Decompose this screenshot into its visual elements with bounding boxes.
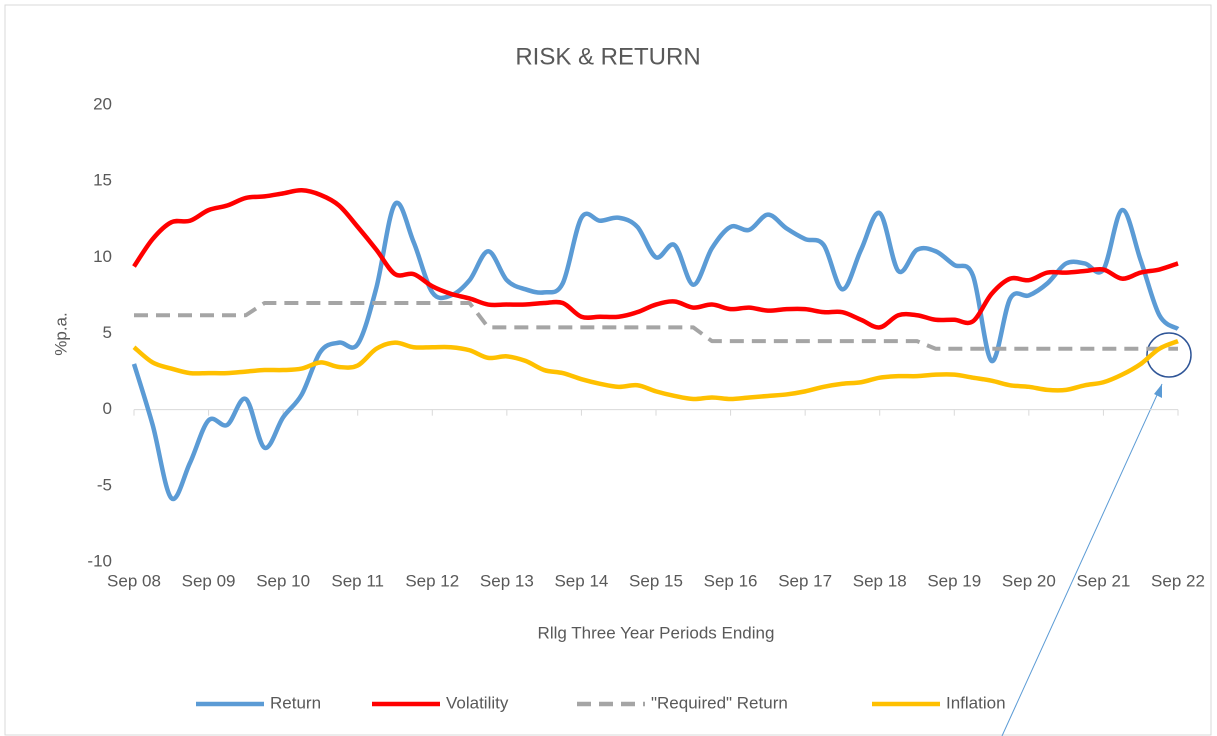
y-tick-label: 5 xyxy=(103,323,112,342)
y-tick-label: 20 xyxy=(93,94,112,113)
legend-label: Return xyxy=(270,693,321,712)
x-tick-label: Sep 10 xyxy=(256,571,310,590)
y-tick-label: -10 xyxy=(87,551,112,570)
x-tick-label: Sep 09 xyxy=(182,571,236,590)
x-tick-label: Sep 21 xyxy=(1076,571,1130,590)
annotation-arrow xyxy=(1001,383,1163,736)
arrow-head xyxy=(1154,384,1162,398)
series-line xyxy=(132,188,1179,330)
x-tick-label: Sep 11 xyxy=(331,571,384,590)
y-tick-label: -5 xyxy=(97,475,112,494)
x-tick-label: Sep 20 xyxy=(1002,571,1056,590)
x-tick-label: Sep 16 xyxy=(704,571,758,590)
x-tick-label: Sep 15 xyxy=(629,571,683,590)
series-line xyxy=(131,200,1180,502)
x-tick-label: Sep 22 xyxy=(1151,571,1205,590)
y-tick-label: 15 xyxy=(93,171,112,190)
series-line xyxy=(132,339,1179,402)
legend-label: "Required" Return xyxy=(651,693,788,712)
annotation-circle xyxy=(1146,332,1192,378)
legend-label: Inflation xyxy=(946,693,1006,712)
x-tick-label: Sep 13 xyxy=(480,571,534,590)
x-tick-label: Sep 08 xyxy=(107,571,161,590)
legend-label: Volatility xyxy=(446,693,509,712)
y-tick-label: 10 xyxy=(93,247,112,266)
chart-title: RISK & RETURN xyxy=(515,43,700,70)
x-tick-label: Sep 12 xyxy=(405,571,459,590)
x-axis-label: Rllg Three Year Periods Ending xyxy=(538,623,775,642)
x-tick-label: Sep 18 xyxy=(853,571,907,590)
y-tick-label: 0 xyxy=(103,399,112,418)
x-tick-label: Sep 19 xyxy=(927,571,981,590)
x-tick-label: Sep 14 xyxy=(554,571,608,590)
chart-border xyxy=(4,4,1212,736)
x-tick-label: Sep 17 xyxy=(778,571,832,590)
y-axis-label: %p.a. xyxy=(51,312,70,355)
series-line xyxy=(134,301,1178,351)
